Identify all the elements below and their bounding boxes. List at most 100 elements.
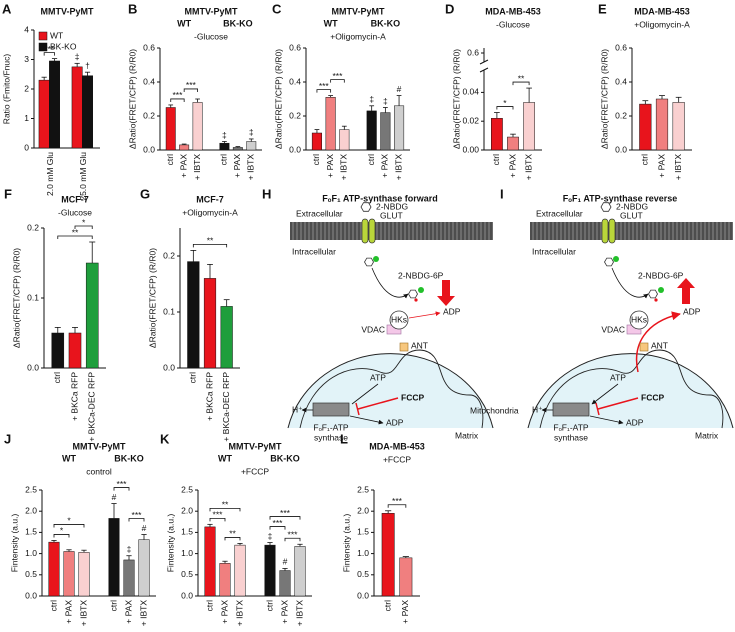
panel-letter: D — [445, 1, 454, 16]
bar — [279, 570, 291, 597]
y-tick-label: 2 — [24, 83, 29, 93]
significance-mark: † — [85, 60, 90, 70]
chart-title: MDA-MB-453 — [369, 441, 425, 451]
glut-channel — [608, 218, 616, 244]
chart-title: MCF-7 — [61, 194, 89, 204]
group-label: WT — [177, 18, 191, 28]
bar — [381, 513, 395, 597]
synthase.1-label: synthase — [314, 432, 348, 442]
significance-bracket — [170, 98, 185, 102]
x-tick-label: + PAX — [325, 154, 335, 178]
significance-label: *** — [288, 530, 299, 540]
y-tick-label: 0.6 — [143, 42, 155, 52]
panel-letter: A — [2, 1, 12, 16]
panel-letter: J — [4, 431, 11, 446]
group-label: WT — [218, 453, 232, 463]
x-tick-label: + BKCa-DEC RFP — [86, 372, 96, 442]
y-axis-label: Fintensity (a.u.) — [165, 514, 175, 573]
significance-bracket — [496, 106, 514, 110]
bar — [394, 105, 405, 151]
glucose-label: 2-NBDG — [376, 201, 408, 211]
x-tick-label: + IBTX — [393, 154, 403, 181]
significance-bracket — [57, 235, 93, 239]
product-icon — [408, 289, 418, 299]
y-tick-label: 4 — [24, 24, 29, 34]
significance-label: *** — [280, 508, 291, 518]
x-tick-label: + IBTX — [234, 600, 244, 627]
bar — [82, 75, 93, 149]
bar — [51, 332, 65, 369]
proton-label: H⁺ — [292, 404, 303, 414]
hexokinase — [629, 310, 649, 330]
y-tick-label: 0.2 — [289, 110, 301, 120]
bar — [68, 332, 82, 369]
bar — [339, 129, 350, 151]
x-tick-label: ctrl — [188, 372, 198, 383]
bar — [219, 142, 230, 151]
significance-label: * — [60, 526, 64, 536]
bar — [204, 526, 216, 597]
fccp-inhibition — [597, 397, 639, 410]
glucose-label: 2-NBDG — [616, 201, 648, 211]
significance-bracket — [269, 526, 286, 530]
y-tick-label: 0.5 — [357, 569, 369, 579]
adp-in-label: ADP — [386, 417, 404, 427]
significance-label: ** — [72, 227, 79, 237]
significance-bracket — [53, 534, 70, 538]
ant — [399, 342, 409, 352]
proton-label: H⁺ — [532, 404, 543, 414]
chart-title: MDA-MB-453 — [634, 6, 690, 16]
glucose-icon — [360, 202, 372, 212]
y-tick-label: 2.5 — [181, 484, 193, 494]
y-tick-label: 2.5 — [357, 484, 369, 494]
y-axis-label: Fintensity (a.u.) — [9, 514, 19, 573]
significance-mark: ‡ — [369, 94, 374, 104]
product-icon — [648, 289, 658, 299]
y-tick-label: 0.2 — [143, 110, 155, 120]
bar — [264, 544, 276, 597]
adp-arrow — [349, 415, 384, 425]
bar — [672, 102, 685, 151]
glucose-icon — [364, 257, 374, 267]
significance-mark: ‡ — [222, 130, 227, 140]
bar — [523, 102, 536, 151]
panel-letter: I — [500, 186, 504, 201]
x-tick-label: + IBTX — [523, 154, 533, 181]
bar — [366, 110, 377, 151]
significance-label: * — [503, 98, 507, 108]
fluor-dot — [373, 256, 379, 262]
adp-out-label: ADP — [683, 306, 701, 316]
kinase-label: HKs — [631, 314, 647, 324]
x-tick-label: + PAX — [400, 600, 410, 624]
panel-letter: B — [128, 1, 137, 16]
significance-bracket — [224, 537, 241, 541]
significance-bracket — [209, 507, 241, 512]
bar — [246, 141, 257, 151]
significance-bracket — [128, 518, 145, 522]
x-tick-label: ctrl — [366, 154, 376, 165]
y-tick-label: 1.5 — [25, 527, 37, 537]
bar — [108, 518, 120, 597]
outside-label: Extracellular — [536, 208, 583, 218]
x-tick-label: + BKCa-DEC RFP — [221, 372, 231, 442]
x-tick-label: + PAX — [178, 154, 188, 178]
significance-label: *** — [392, 496, 403, 506]
x-tick-label: ctrl — [640, 154, 650, 165]
y-tick-label: 1.0 — [357, 548, 369, 558]
bar — [179, 144, 190, 151]
synthase.1-label: synthase — [554, 432, 588, 442]
bar — [49, 60, 60, 149]
chart-subtitle: +Oligomycin-A — [330, 31, 386, 41]
title-label: FₒF₁ ATP-synthase reverse — [563, 193, 677, 203]
axis-break — [479, 59, 489, 65]
significance-label: *** — [44, 44, 55, 54]
significance-label: ** — [518, 73, 525, 83]
group-label: WT — [62, 453, 76, 463]
significance-mark: ‡ — [75, 52, 80, 62]
x-tick-label: 25.0 mM Glu — [78, 152, 88, 201]
significance-bracket — [209, 517, 226, 522]
matrix-label: Matrix — [455, 430, 479, 440]
adp-out-label: ADP — [443, 306, 461, 316]
significance-bracket — [192, 244, 228, 248]
y-tick-label: 2.0 — [25, 505, 37, 515]
